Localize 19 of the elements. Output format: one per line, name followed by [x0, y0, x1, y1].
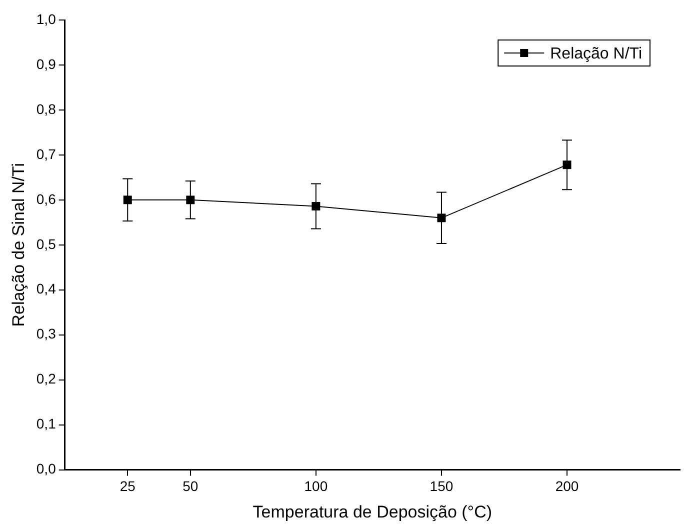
y-tick-label: 0,9 — [36, 56, 56, 72]
y-tick-label: 0,3 — [36, 326, 56, 342]
y-tick-label: 1,0 — [36, 10, 56, 27]
y-tick-label: 0,1 — [36, 416, 56, 432]
y-tick-label: 0,8 — [36, 100, 56, 117]
y-tick-label: 0,6 — [36, 190, 56, 207]
x-tick-label: 200 — [555, 478, 579, 494]
y-tick-label: 0,2 — [36, 370, 56, 387]
legend-label: Relação N/Ti — [550, 45, 642, 62]
y-tick-label: 0,0 — [36, 460, 56, 477]
x-axis-title: Temperatura de Deposição (°C) — [252, 502, 492, 522]
x-tick-label: 100 — [304, 478, 328, 494]
x-tick-label: 50 — [182, 478, 198, 494]
y-tick-label: 0,4 — [36, 280, 56, 297]
y-axis-title: Relação de Sinal N/Ti — [8, 163, 28, 327]
y-tick-label: 0,7 — [36, 146, 56, 162]
x-tick-label: 150 — [430, 478, 454, 494]
x-tick-label: 25 — [120, 478, 136, 494]
y-tick-label: 0,5 — [36, 236, 56, 252]
